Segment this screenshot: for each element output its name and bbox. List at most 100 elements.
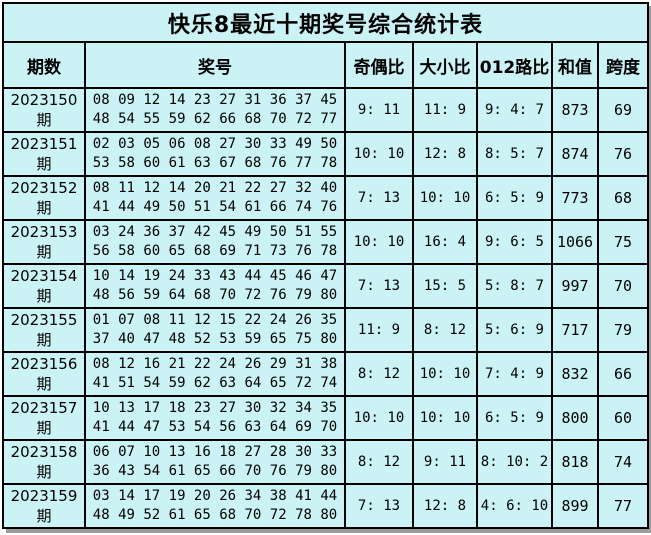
numbers-line2: 41 44 49 50 51 54 61 66 74 76	[92, 199, 338, 215]
path012-cell: 9: 4: 7	[476, 87, 553, 133]
odd-even-cell: 9: 11	[344, 87, 414, 133]
table-title: 快乐8最近十期奖号综合统计表	[1, 2, 650, 43]
title-row: 快乐8最近十期奖号综合统计表	[1, 2, 650, 43]
numbers-line2: 36 43 54 61 65 66 70 76 79 80	[92, 463, 338, 479]
numbers-line1: 10 13 17 18 23 27 30 32 34 35	[92, 400, 338, 416]
numbers-line1: 08 09 12 14 23 27 31 36 37 45	[92, 92, 338, 108]
numbers-cell: 10 13 17 18 23 27 30 32 34 35 41 44 47 5…	[84, 395, 346, 441]
big-small-cell: 15: 5	[412, 263, 478, 309]
path012-cell: 6: 5: 9	[476, 395, 553, 441]
numbers-line1: 10 14 19 24 33 43 44 45 46 47	[92, 268, 338, 284]
col-header-012-path: 012路比	[476, 41, 553, 89]
span-cell: 66	[596, 351, 650, 397]
table-row: 2023157期 10 13 17 18 23 27 30 32 34 35 4…	[2, 395, 650, 441]
span-cell: 74	[596, 439, 650, 485]
big-small-cell: 10: 10	[412, 395, 478, 441]
sum-cell: 1066	[551, 219, 599, 265]
odd-even-cell: 7: 13	[344, 483, 414, 529]
numbers-cell: 03 14 17 19 20 26 34 38 41 44 48 49 52 6…	[84, 483, 346, 529]
col-header-span: 跨度	[596, 41, 650, 89]
numbers-line2: 56 58 60 65 68 69 71 73 76 78	[92, 243, 338, 259]
period-cell: 2023155期	[2, 307, 86, 353]
table-row: 2023151期 02 03 05 06 08 27 30 33 49 50 5…	[2, 131, 650, 177]
path012-cell: 5: 6: 9	[476, 307, 553, 353]
table-row: 2023154期 10 14 19 24 33 43 44 45 46 47 4…	[2, 263, 650, 309]
numbers-line1: 06 07 10 13 16 18 27 28 30 33	[92, 444, 338, 460]
odd-even-cell: 10: 10	[344, 131, 414, 177]
sum-cell: 773	[551, 175, 599, 221]
big-small-cell: 16: 4	[412, 219, 478, 265]
numbers-line2: 41 51 54 59 62 63 64 65 72 74	[92, 375, 338, 391]
col-header-sum: 和值	[551, 41, 599, 89]
span-cell: 68	[596, 175, 650, 221]
numbers-cell: 08 12 16 21 22 24 26 29 31 38 41 51 54 5…	[84, 351, 346, 397]
span-cell: 70	[596, 263, 650, 309]
period-cell: 2023158期	[2, 439, 86, 485]
span-cell: 69	[596, 87, 650, 133]
span-cell: 79	[596, 307, 650, 353]
header-row: 期数 奖号 奇偶比 大小比 012路比 和值 跨度	[2, 41, 650, 89]
big-small-cell: 8: 12	[412, 307, 478, 353]
odd-even-cell: 11: 9	[344, 307, 414, 353]
numbers-line2: 53 58 60 61 63 67 68 76 77 78	[92, 155, 338, 171]
table-row: 2023158期 06 07 10 13 16 18 27 28 30 33 3…	[2, 439, 650, 485]
col-header-numbers: 奖号	[84, 41, 346, 89]
numbers-line1: 01 07 08 11 12 15 22 24 26 35	[92, 312, 338, 328]
numbers-cell: 08 09 12 14 23 27 31 36 37 45 48 54 55 5…	[84, 87, 346, 133]
sum-cell: 717	[551, 307, 599, 353]
numbers-cell: 03 24 36 37 42 45 49 50 51 55 56 58 60 6…	[84, 219, 346, 265]
path012-cell: 5: 8: 7	[476, 263, 553, 309]
numbers-cell: 02 03 05 06 08 27 30 33 49 50 53 58 60 6…	[84, 131, 346, 177]
period-cell: 2023156期	[2, 351, 86, 397]
big-small-cell: 12: 8	[412, 483, 478, 529]
period-cell: 2023154期	[2, 263, 86, 309]
sum-cell: 873	[551, 87, 599, 133]
numbers-cell: 06 07 10 13 16 18 27 28 30 33 36 43 54 6…	[84, 439, 346, 485]
span-cell: 76	[596, 131, 650, 177]
col-header-big-small: 大小比	[412, 41, 478, 89]
span-cell: 75	[596, 219, 650, 265]
sum-cell: 818	[551, 439, 599, 485]
period-cell: 2023157期	[2, 395, 86, 441]
odd-even-cell: 7: 13	[344, 175, 414, 221]
path012-cell: 9: 6: 5	[476, 219, 553, 265]
numbers-line1: 03 24 36 37 42 45 49 50 51 55	[92, 224, 338, 240]
numbers-line2: 48 56 59 64 68 70 72 76 79 80	[92, 287, 338, 303]
table-row: 2023156期 08 12 16 21 22 24 26 29 31 38 4…	[2, 351, 650, 397]
numbers-line2: 37 40 47 48 52 53 59 65 75 80	[92, 331, 338, 347]
path012-cell: 4: 6: 10	[476, 483, 553, 529]
table-row: 2023150期 08 09 12 14 23 27 31 36 37 45 4…	[2, 87, 650, 133]
big-small-cell: 9: 11	[412, 439, 478, 485]
col-header-period: 期数	[2, 41, 86, 89]
table-row: 2023155期 01 07 08 11 12 15 22 24 26 35 3…	[2, 307, 650, 353]
period-cell: 2023153期	[2, 219, 86, 265]
period-cell: 2023151期	[2, 131, 86, 177]
col-header-odd-even: 奇偶比	[344, 41, 414, 89]
numbers-line2: 48 49 52 61 65 68 70 72 78 80	[92, 507, 338, 523]
path012-cell: 8: 5: 7	[476, 131, 553, 177]
table-row: 2023153期 03 24 36 37 42 45 49 50 51 55 5…	[2, 219, 650, 265]
numbers-line1: 02 03 05 06 08 27 30 33 49 50	[92, 136, 338, 152]
sum-cell: 874	[551, 131, 599, 177]
numbers-cell: 01 07 08 11 12 15 22 24 26 35 37 40 47 4…	[84, 307, 346, 353]
table-row: 2023159期 03 14 17 19 20 26 34 38 41 44 4…	[2, 483, 650, 529]
numbers-cell: 08 11 12 14 20 21 22 27 32 40 41 44 49 5…	[84, 175, 346, 221]
path012-cell: 6: 5: 9	[476, 175, 553, 221]
period-cell: 2023150期	[2, 87, 86, 133]
odd-even-cell: 10: 10	[344, 395, 414, 441]
path012-cell: 7: 4: 9	[476, 351, 553, 397]
sum-cell: 832	[551, 351, 599, 397]
odd-even-cell: 8: 12	[344, 351, 414, 397]
numbers-line1: 08 11 12 14 20 21 22 27 32 40	[92, 180, 338, 196]
path012-cell: 8: 10: 2	[476, 439, 553, 485]
sum-cell: 899	[551, 483, 599, 529]
numbers-line1: 08 12 16 21 22 24 26 29 31 38	[92, 356, 338, 372]
numbers-line2: 41 44 47 53 54 56 63 64 69 70	[92, 419, 338, 435]
table-body: 2023150期 08 09 12 14 23 27 31 36 37 45 4…	[2, 87, 650, 529]
numbers-line2: 48 54 55 59 62 66 68 70 72 77	[92, 111, 338, 127]
odd-even-cell: 7: 13	[344, 263, 414, 309]
big-small-cell: 10: 10	[412, 351, 478, 397]
big-small-cell: 10: 10	[412, 175, 478, 221]
